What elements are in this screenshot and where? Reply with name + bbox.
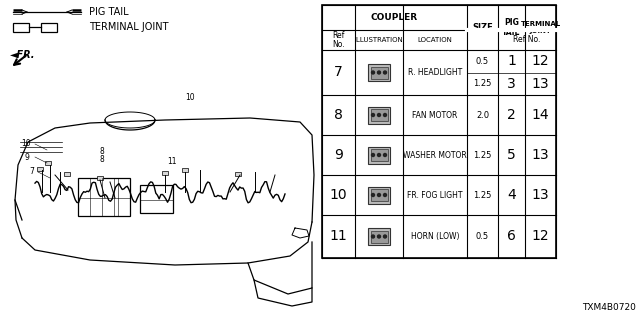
Text: 8: 8 <box>100 155 104 164</box>
Bar <box>97 176 103 180</box>
Text: 1.25: 1.25 <box>474 150 492 159</box>
Text: 9: 9 <box>334 148 343 162</box>
Circle shape <box>378 235 381 238</box>
Text: ◄FR.: ◄FR. <box>10 50 35 60</box>
Bar <box>371 149 387 161</box>
Text: 8: 8 <box>100 147 104 156</box>
Bar <box>371 230 387 243</box>
Text: TERMINAL JOINT: TERMINAL JOINT <box>89 22 168 32</box>
Text: TXM4B0720: TXM4B0720 <box>582 303 636 312</box>
Text: 12: 12 <box>532 54 549 68</box>
Text: 7: 7 <box>334 66 343 79</box>
Circle shape <box>383 154 387 156</box>
Text: Ref
No.: Ref No. <box>332 31 345 49</box>
Circle shape <box>371 71 374 74</box>
Text: 14: 14 <box>532 108 549 122</box>
Text: TERMINAL
JOINT: TERMINAL JOINT <box>520 21 561 34</box>
Bar <box>78 178 130 216</box>
Bar <box>368 107 390 124</box>
Text: 1: 1 <box>507 54 516 68</box>
Text: 5: 5 <box>507 148 516 162</box>
Text: R. HEADLIGHT: R. HEADLIGHT <box>408 68 462 77</box>
Circle shape <box>378 114 381 116</box>
Circle shape <box>378 71 381 74</box>
Text: 13: 13 <box>532 148 549 162</box>
Text: LOCATION: LOCATION <box>417 37 452 43</box>
Bar <box>13 22 29 31</box>
Bar <box>368 228 390 245</box>
Text: 8: 8 <box>334 108 343 122</box>
Circle shape <box>383 114 387 116</box>
Text: 9: 9 <box>24 153 29 162</box>
Text: 0.5: 0.5 <box>476 232 489 241</box>
Bar <box>140 185 173 213</box>
Circle shape <box>371 154 374 156</box>
Text: 11: 11 <box>330 229 348 244</box>
Text: 7: 7 <box>29 167 35 177</box>
Text: 11: 11 <box>167 157 177 166</box>
Bar <box>41 22 57 31</box>
Text: 13: 13 <box>532 77 549 91</box>
Text: WASHER MOTOR: WASHER MOTOR <box>403 150 467 159</box>
Text: 1.25: 1.25 <box>474 79 492 88</box>
Bar <box>371 189 387 201</box>
Text: 2: 2 <box>507 108 516 122</box>
Bar <box>64 172 70 176</box>
Text: PIG
TAIL: PIG TAIL <box>502 18 521 37</box>
Bar <box>368 147 390 164</box>
Bar <box>162 171 168 175</box>
Text: SIZE: SIZE <box>472 23 493 32</box>
Bar <box>371 67 387 78</box>
Circle shape <box>371 114 374 116</box>
Text: 4: 4 <box>507 188 516 202</box>
Text: 10: 10 <box>21 140 31 148</box>
Bar <box>368 64 390 81</box>
Circle shape <box>371 194 374 196</box>
Bar <box>37 167 43 171</box>
Bar <box>45 161 51 165</box>
Bar <box>371 109 387 121</box>
Text: Ref No.: Ref No. <box>513 36 541 44</box>
Text: COUPLER: COUPLER <box>371 13 418 22</box>
Text: 0.5: 0.5 <box>476 57 489 66</box>
Text: 6: 6 <box>507 229 516 244</box>
Circle shape <box>378 154 381 156</box>
Text: 10: 10 <box>330 188 348 202</box>
Text: 10: 10 <box>185 93 195 102</box>
Circle shape <box>383 194 387 196</box>
Text: HORN (LOW): HORN (LOW) <box>411 232 460 241</box>
Bar <box>182 168 188 172</box>
Bar <box>322 5 556 258</box>
Text: ILLUSTRATION: ILLUSTRATION <box>355 37 403 43</box>
Circle shape <box>383 235 387 238</box>
Text: FAN MOTOR: FAN MOTOR <box>412 110 458 119</box>
Circle shape <box>378 194 381 196</box>
Bar <box>235 172 241 176</box>
Text: 1.25: 1.25 <box>474 190 492 199</box>
Text: 3: 3 <box>507 77 516 91</box>
Text: 12: 12 <box>532 229 549 244</box>
Text: 13: 13 <box>532 188 549 202</box>
Text: FR. FOG LIGHT: FR. FOG LIGHT <box>407 190 463 199</box>
Text: 2.0: 2.0 <box>476 110 489 119</box>
Text: PIG TAIL: PIG TAIL <box>89 7 129 17</box>
Circle shape <box>383 71 387 74</box>
Bar <box>368 187 390 204</box>
Circle shape <box>371 235 374 238</box>
